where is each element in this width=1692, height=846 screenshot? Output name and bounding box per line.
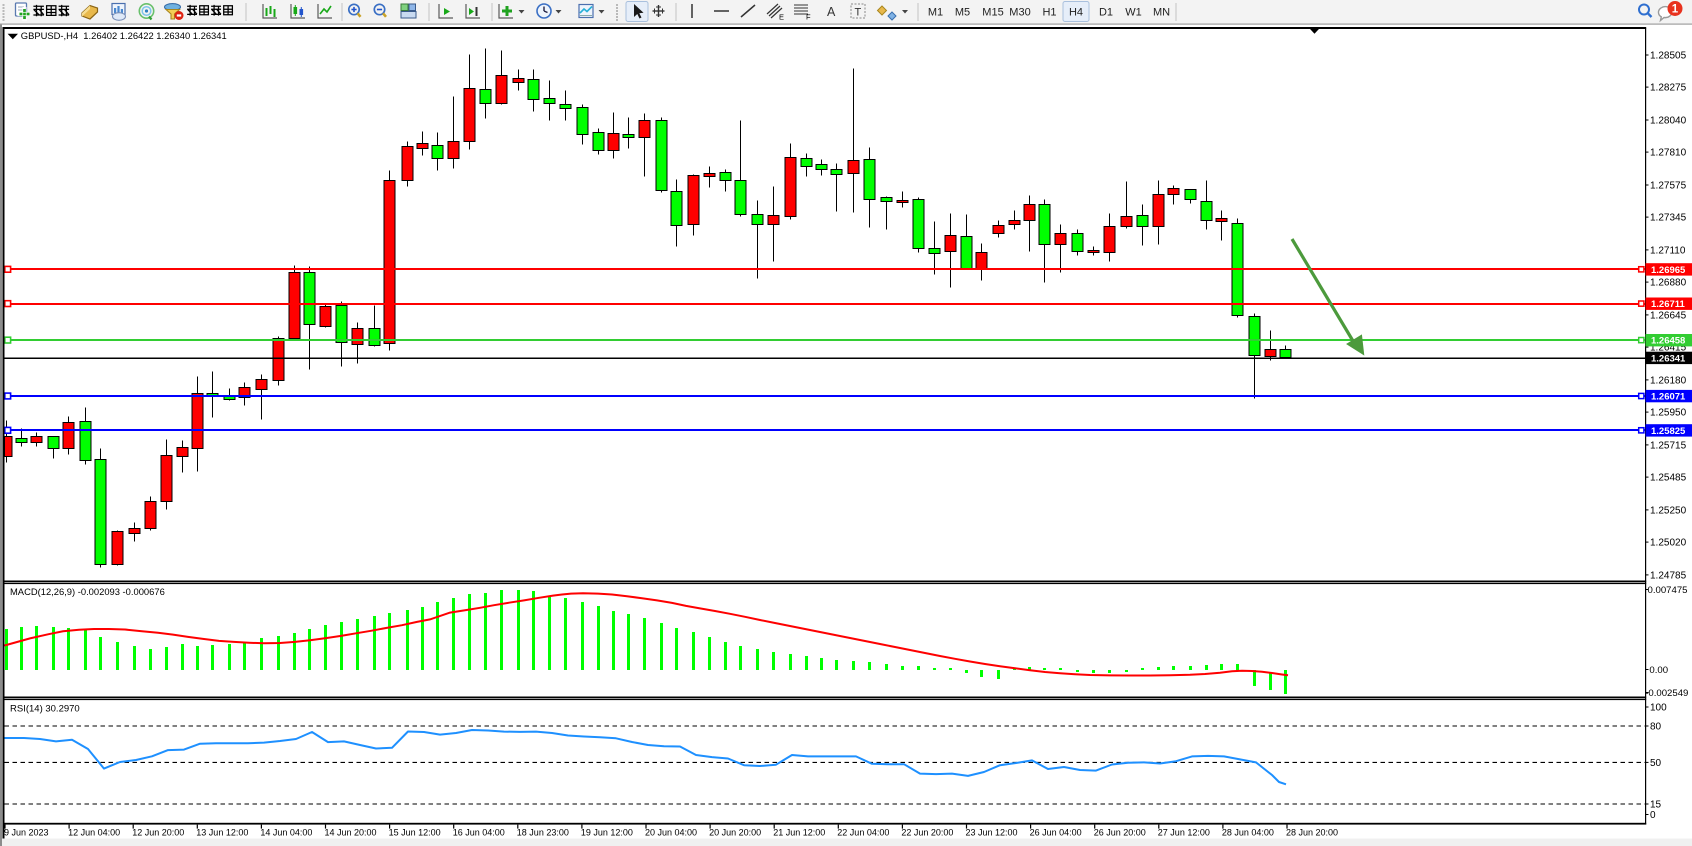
svg-text:16 Jun 04:00: 16 Jun 04:00 (453, 828, 505, 838)
svg-text:1.25825: 1.25825 (1651, 426, 1686, 437)
svg-text:T: T (855, 7, 862, 19)
svg-text:28 Jun 20:00: 28 Jun 20:00 (1286, 828, 1338, 838)
svg-text:15 Jun 12:00: 15 Jun 12:00 (389, 828, 441, 838)
svg-text:22 Jun 04:00: 22 Jun 04:00 (837, 828, 889, 838)
svg-text:0: 0 (1650, 810, 1656, 821)
svg-text:H4: H4 (1069, 7, 1083, 19)
svg-text:1.28040: 1.28040 (1650, 116, 1687, 127)
svg-text:100: 100 (1650, 703, 1667, 714)
svg-text:1.28275: 1.28275 (1650, 83, 1687, 94)
svg-text:18 Jun 23:00: 18 Jun 23:00 (517, 828, 569, 838)
svg-text:GBPUSD-,H4 1.26402 1.26422 1.: GBPUSD-,H4 1.26402 1.26422 1.26340 1.263… (21, 30, 227, 41)
svg-text:22 Jun 20:00: 22 Jun 20:00 (901, 828, 953, 838)
svg-text:21 Jun 12:00: 21 Jun 12:00 (773, 828, 825, 838)
svg-text:12 Jun 20:00: 12 Jun 20:00 (132, 828, 184, 838)
svg-text:-0.002549: -0.002549 (1645, 688, 1688, 699)
svg-text:26 Jun 20:00: 26 Jun 20:00 (1094, 828, 1146, 838)
svg-text:MACD(12,26,9) -0.002093 -0.000: MACD(12,26,9) -0.002093 -0.000676 (10, 586, 165, 597)
svg-text:E: E (779, 13, 784, 22)
svg-text:1.25950: 1.25950 (1650, 408, 1687, 419)
svg-text:M15: M15 (982, 7, 1003, 19)
svg-text:MN: MN (1153, 7, 1170, 19)
svg-text:M1: M1 (928, 7, 943, 19)
svg-text:12 Jun 04:00: 12 Jun 04:00 (68, 828, 120, 838)
svg-text:1.26415: 1.26415 (1650, 343, 1687, 354)
svg-text:9 Jun 2023: 9 Jun 2023 (4, 828, 49, 838)
svg-text:1.25020: 1.25020 (1650, 538, 1687, 549)
svg-text:27 Jun 12:00: 27 Jun 12:00 (1158, 828, 1210, 838)
svg-text:1.26711: 1.26711 (1651, 299, 1686, 310)
svg-text:19 Jun 12:00: 19 Jun 12:00 (581, 828, 633, 838)
svg-text:0.00: 0.00 (1649, 665, 1668, 676)
svg-text:A: A (827, 5, 836, 19)
svg-text:1.25485: 1.25485 (1650, 473, 1687, 484)
svg-text:1.26458: 1.26458 (1651, 336, 1685, 347)
svg-text:1.27110: 1.27110 (1650, 246, 1686, 257)
svg-text:D1: D1 (1099, 7, 1113, 19)
svg-text:1.27810: 1.27810 (1650, 148, 1687, 159)
svg-text:14 Jun 04:00: 14 Jun 04:00 (260, 828, 312, 838)
svg-text:1.24785: 1.24785 (1650, 571, 1687, 582)
svg-text:1.26341: 1.26341 (1651, 353, 1686, 364)
svg-text:1.27345: 1.27345 (1650, 213, 1687, 224)
svg-text:20 Jun 20:00: 20 Jun 20:00 (709, 828, 761, 838)
svg-text:1.28505: 1.28505 (1650, 51, 1687, 62)
svg-text:1.26180: 1.26180 (1650, 376, 1687, 387)
svg-text:23 Jun 12:00: 23 Jun 12:00 (966, 828, 1018, 838)
svg-text:13 Jun 12:00: 13 Jun 12:00 (196, 828, 248, 838)
svg-text:1.26880: 1.26880 (1650, 278, 1687, 289)
svg-text:1.25715: 1.25715 (1650, 441, 1687, 452)
svg-text:50: 50 (1650, 758, 1662, 769)
svg-text:1.27575: 1.27575 (1650, 181, 1687, 192)
svg-text:M5: M5 (955, 7, 970, 19)
svg-text:1.25250: 1.25250 (1650, 506, 1687, 517)
svg-text:15: 15 (1650, 800, 1662, 811)
svg-text:1.26071: 1.26071 (1651, 392, 1686, 403)
svg-text:H1: H1 (1042, 7, 1056, 19)
svg-text:1.26645: 1.26645 (1650, 311, 1687, 322)
svg-text:0.007475: 0.007475 (1648, 585, 1688, 596)
svg-text:14 Jun 20:00: 14 Jun 20:00 (325, 828, 377, 838)
svg-text:80: 80 (1650, 722, 1662, 733)
svg-text:28 Jun 04:00: 28 Jun 04:00 (1222, 828, 1274, 838)
svg-text:RSI(14) 30.2970: RSI(14) 30.2970 (10, 704, 80, 715)
svg-text:W1: W1 (1125, 7, 1142, 19)
svg-text:1.26965: 1.26965 (1651, 265, 1686, 276)
svg-text:20 Jun 04:00: 20 Jun 04:00 (645, 828, 697, 838)
svg-text:1: 1 (1672, 4, 1679, 16)
svg-text:26 Jun 04:00: 26 Jun 04:00 (1030, 828, 1082, 838)
svg-text:F: F (806, 13, 811, 22)
svg-text:M30: M30 (1009, 7, 1030, 19)
